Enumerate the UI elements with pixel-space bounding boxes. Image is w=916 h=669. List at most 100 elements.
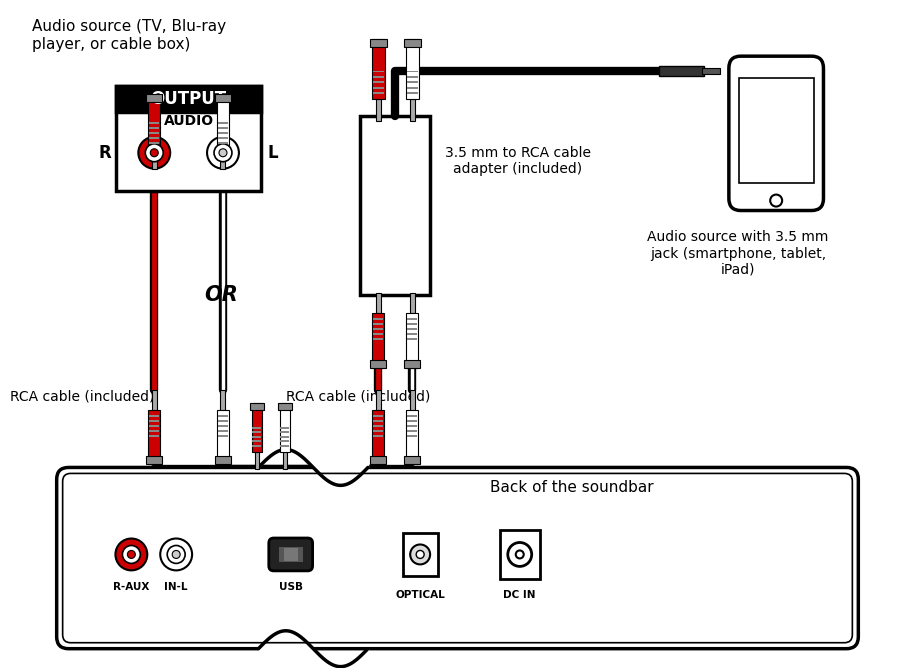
FancyBboxPatch shape xyxy=(57,468,858,649)
Text: Audio source with 3.5 mm
jack (smartphone, tablet,
iPad): Audio source with 3.5 mm jack (smartphon… xyxy=(648,230,829,277)
Bar xyxy=(217,409,229,464)
Bar xyxy=(373,92,384,94)
Circle shape xyxy=(150,149,158,157)
Bar xyxy=(374,435,383,437)
Text: Back of the soundbar: Back of the soundbar xyxy=(490,480,653,495)
Bar xyxy=(374,415,383,417)
Bar xyxy=(147,456,162,464)
Text: RCA cable (included): RCA cable (included) xyxy=(286,390,431,403)
Bar xyxy=(280,436,289,438)
Bar xyxy=(218,142,228,144)
Bar xyxy=(218,419,228,421)
Bar xyxy=(283,452,287,470)
Text: OUTPUT: OUTPUT xyxy=(150,90,226,108)
Text: IN-L: IN-L xyxy=(165,582,188,592)
Bar xyxy=(370,39,387,47)
Bar xyxy=(149,122,159,124)
Text: RCA cable (included): RCA cable (included) xyxy=(10,390,154,403)
Bar xyxy=(149,419,159,421)
Bar xyxy=(374,419,383,421)
Bar xyxy=(149,137,159,138)
Bar xyxy=(374,429,383,432)
Bar xyxy=(152,149,157,169)
Circle shape xyxy=(770,195,782,207)
Bar xyxy=(373,86,384,88)
Circle shape xyxy=(115,539,147,571)
Bar xyxy=(149,127,159,129)
Bar xyxy=(500,530,540,579)
Bar xyxy=(372,39,385,99)
Bar xyxy=(374,338,383,340)
Bar xyxy=(404,456,420,464)
Text: 3.5 mm to RCA cable
adapter (included): 3.5 mm to RCA cable adapter (included) xyxy=(445,146,591,176)
Bar xyxy=(408,435,417,437)
Bar xyxy=(408,429,417,432)
Bar xyxy=(407,92,418,94)
Circle shape xyxy=(172,551,180,559)
Bar xyxy=(373,76,384,78)
Bar xyxy=(149,142,159,144)
Bar xyxy=(284,548,298,561)
Bar xyxy=(215,456,231,464)
Bar xyxy=(404,39,420,47)
Text: AUDIO: AUDIO xyxy=(164,114,213,128)
Bar xyxy=(374,425,383,427)
Bar xyxy=(409,99,415,121)
Circle shape xyxy=(507,543,531,567)
Bar xyxy=(218,429,228,432)
Bar xyxy=(280,427,289,429)
Bar xyxy=(406,409,419,464)
Bar xyxy=(252,427,261,429)
Bar xyxy=(218,122,228,124)
Bar xyxy=(702,68,720,74)
Bar xyxy=(373,70,384,72)
Bar xyxy=(408,338,417,340)
Bar xyxy=(218,132,228,134)
Bar xyxy=(408,419,417,421)
Circle shape xyxy=(214,144,232,162)
Bar xyxy=(255,452,259,470)
Bar xyxy=(252,403,262,452)
Bar xyxy=(660,66,704,76)
Circle shape xyxy=(207,137,239,169)
Bar xyxy=(147,94,162,102)
Circle shape xyxy=(410,545,431,565)
Circle shape xyxy=(168,545,185,563)
Bar xyxy=(407,86,418,88)
Bar xyxy=(279,403,289,452)
Bar xyxy=(218,415,228,417)
Circle shape xyxy=(123,545,140,563)
Bar xyxy=(250,403,264,409)
Text: R-AUX: R-AUX xyxy=(114,582,149,592)
Bar xyxy=(374,323,383,325)
Text: OR: OR xyxy=(204,285,238,305)
Bar xyxy=(409,390,415,409)
Circle shape xyxy=(138,137,170,169)
Text: DC IN: DC IN xyxy=(504,590,536,600)
FancyBboxPatch shape xyxy=(268,538,312,571)
Bar xyxy=(217,94,229,149)
Bar xyxy=(218,425,228,427)
Bar xyxy=(404,360,420,368)
Text: Audio source (TV, Blu-ray
player, or cable box): Audio source (TV, Blu-ray player, or cab… xyxy=(32,19,226,52)
Bar xyxy=(152,390,157,409)
Bar xyxy=(252,432,261,434)
Text: L: L xyxy=(267,144,278,162)
Bar xyxy=(116,86,261,112)
Bar xyxy=(406,39,419,99)
Bar xyxy=(374,318,383,320)
Bar xyxy=(408,333,417,335)
Bar xyxy=(218,435,228,437)
Bar xyxy=(407,70,418,72)
Bar xyxy=(408,415,417,417)
Bar xyxy=(374,333,383,335)
Bar xyxy=(408,425,417,427)
Bar xyxy=(252,436,261,438)
Bar xyxy=(407,76,418,78)
Bar xyxy=(376,390,381,409)
Text: USB: USB xyxy=(278,582,302,592)
Bar xyxy=(149,435,159,437)
Bar xyxy=(408,323,417,325)
Bar xyxy=(408,318,417,320)
Bar xyxy=(278,403,291,409)
